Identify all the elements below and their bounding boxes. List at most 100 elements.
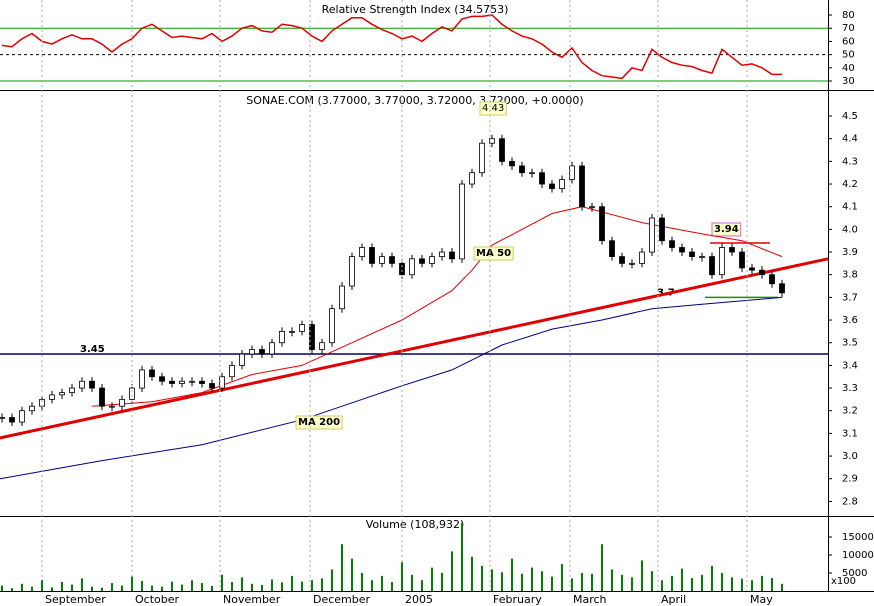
candle xyxy=(499,138,505,162)
y-tick-label: 3.2 xyxy=(842,406,858,417)
volume-bar xyxy=(71,584,73,591)
label-box xyxy=(479,101,507,116)
volume-bar xyxy=(181,584,183,591)
volume-bar xyxy=(341,544,343,591)
candle xyxy=(769,274,775,285)
y-tick-label: 3.1 xyxy=(842,428,858,439)
candle xyxy=(739,251,745,269)
volume-bar xyxy=(731,577,733,591)
candle xyxy=(49,394,55,400)
volume-bar xyxy=(641,560,643,591)
candle xyxy=(589,206,595,209)
y-tick-label: 40 xyxy=(842,63,855,74)
volume-unit: x100 xyxy=(831,576,856,587)
volume-bar xyxy=(41,580,43,591)
y-tick-label: 10000 xyxy=(842,550,874,561)
volume-bar xyxy=(621,574,623,591)
candle xyxy=(89,380,95,389)
volume-bar xyxy=(421,580,423,591)
candle xyxy=(539,172,545,185)
peak-label: 4.43 xyxy=(482,103,504,114)
x-tick-label: October xyxy=(135,593,179,606)
volume-bar xyxy=(681,568,683,591)
candle xyxy=(749,267,755,271)
volume-bar xyxy=(351,558,353,591)
volume-bar xyxy=(91,586,93,591)
candle xyxy=(179,380,185,384)
volume-bar xyxy=(111,583,113,591)
x-tick-label: December xyxy=(313,593,371,606)
volume-bar xyxy=(781,583,783,591)
x-tick-label: September xyxy=(45,593,106,606)
volume-bar xyxy=(271,579,273,591)
y-tick-label: 30 xyxy=(842,76,855,87)
y-tick-label: 3.5 xyxy=(842,338,858,349)
candle xyxy=(419,258,425,264)
candle xyxy=(379,256,385,264)
candle xyxy=(59,392,65,396)
volume-bar xyxy=(631,577,633,591)
volume-bar xyxy=(601,544,603,591)
candle xyxy=(629,262,635,265)
y-tick-label: 2.9 xyxy=(842,474,858,485)
candle xyxy=(129,387,135,400)
candle xyxy=(619,256,625,264)
candle xyxy=(299,324,305,332)
y-tick-label: 4.2 xyxy=(842,179,858,190)
candle xyxy=(139,369,145,389)
volume-bar xyxy=(571,578,573,591)
volume-bar xyxy=(101,587,103,591)
volume-bar xyxy=(451,551,453,591)
volume-bar xyxy=(311,580,313,591)
candle xyxy=(449,251,455,260)
volume-bar xyxy=(161,586,163,591)
candle xyxy=(159,376,165,382)
candle xyxy=(729,247,735,253)
volume-bar xyxy=(711,565,713,591)
candle xyxy=(109,405,115,408)
candle xyxy=(519,165,525,174)
y-tick-label: 3.6 xyxy=(842,315,858,326)
candle xyxy=(639,251,645,264)
volume-bar xyxy=(391,582,393,591)
candle xyxy=(399,262,405,276)
volume-bar xyxy=(721,573,723,591)
volume-bar xyxy=(541,571,543,591)
y-tick-label: 60 xyxy=(842,36,855,47)
candle xyxy=(459,183,465,260)
candle xyxy=(549,183,555,189)
candle xyxy=(29,405,35,412)
volume-bar xyxy=(481,565,483,591)
x-tick-label: February xyxy=(493,593,542,606)
volume-bar xyxy=(201,583,203,591)
candle xyxy=(599,206,605,242)
volume-bar xyxy=(81,578,83,591)
volume-bar xyxy=(671,575,673,591)
candle xyxy=(679,247,685,253)
volume-bar xyxy=(251,583,253,591)
label-box xyxy=(473,246,514,261)
y-tick-label: 4.4 xyxy=(842,134,858,145)
volume-bar xyxy=(321,578,323,591)
volume-bar xyxy=(461,522,463,591)
candle xyxy=(99,387,105,407)
volume-bar xyxy=(241,577,243,591)
candle xyxy=(509,160,515,167)
candle xyxy=(609,240,615,257)
candle xyxy=(559,179,565,189)
level-label: 3.94 xyxy=(714,224,739,235)
volume-bar xyxy=(561,564,563,591)
y-tick-label: 3.8 xyxy=(842,270,858,281)
ma-label: MA 50 xyxy=(476,248,511,259)
volume-bar xyxy=(741,578,743,591)
candle xyxy=(19,410,25,423)
volume-title: Volume (108,932) xyxy=(366,518,464,531)
candle xyxy=(479,142,485,174)
y-tick-label: 80 xyxy=(842,10,855,21)
candle xyxy=(319,342,325,350)
volume-bar xyxy=(171,581,173,591)
level-label: 3.45 xyxy=(80,344,105,355)
volume-bar xyxy=(511,558,513,591)
candle xyxy=(439,251,445,257)
y-tick-label: 4.3 xyxy=(842,156,858,167)
